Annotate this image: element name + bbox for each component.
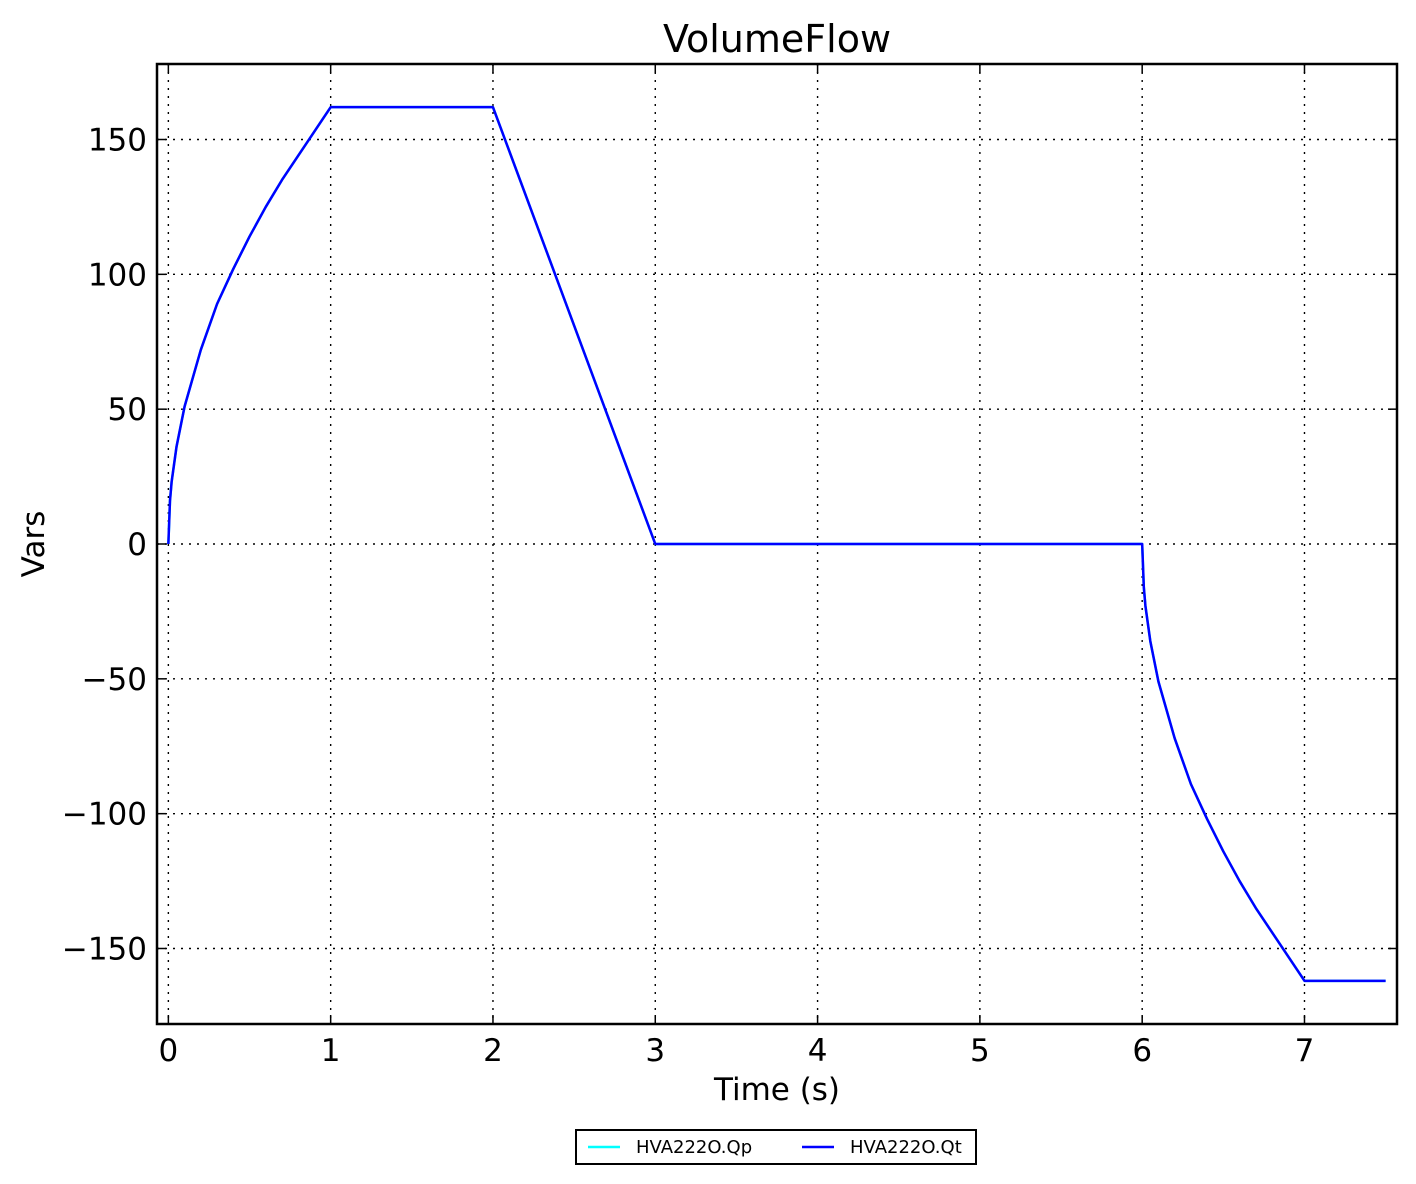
y-tick-label: −150 <box>62 931 147 967</box>
series-line-1 <box>167 105 1386 983</box>
x-tick-labels: 0 1 2 3 4 5 6 7 <box>158 1033 1314 1069</box>
x-tick-label: 2 <box>483 1033 503 1069</box>
x-tick-label: 6 <box>1132 1033 1152 1069</box>
series-lines <box>167 105 1386 983</box>
chart-title: VolumeFlow <box>663 17 891 61</box>
legend: HVA222O.Qp HVA222O.Qt <box>575 1129 977 1165</box>
x-tick-label: 0 <box>158 1033 178 1069</box>
y-tick-label: −100 <box>62 797 147 833</box>
x-tick-label: 1 <box>321 1033 341 1069</box>
y-tick-label: 0 <box>127 527 147 563</box>
y-tick-label: 100 <box>88 257 147 293</box>
legend-box <box>575 1129 977 1165</box>
y-tick-label: 50 <box>108 392 147 428</box>
axis-ticks <box>157 64 1397 1024</box>
x-tick-label: 3 <box>645 1033 665 1069</box>
x-axis-label: Time (s) <box>713 1072 840 1108</box>
legend-label-qt: HVA222O.Qt <box>850 1137 962 1158</box>
plot-frame <box>155 62 1399 1026</box>
x-tick-label: 4 <box>808 1033 828 1069</box>
y-tick-labels: 150 100 50 0 −50 −100 −150 <box>62 123 147 968</box>
legend-label-qp: HVA222O.Qp <box>636 1137 752 1158</box>
y-tick-label: −50 <box>82 662 147 698</box>
x-tick-label: 5 <box>970 1033 990 1069</box>
x-tick-label: 7 <box>1295 1033 1315 1069</box>
y-tick-label: 150 <box>88 123 147 159</box>
y-axis-label: Vars <box>16 511 52 578</box>
